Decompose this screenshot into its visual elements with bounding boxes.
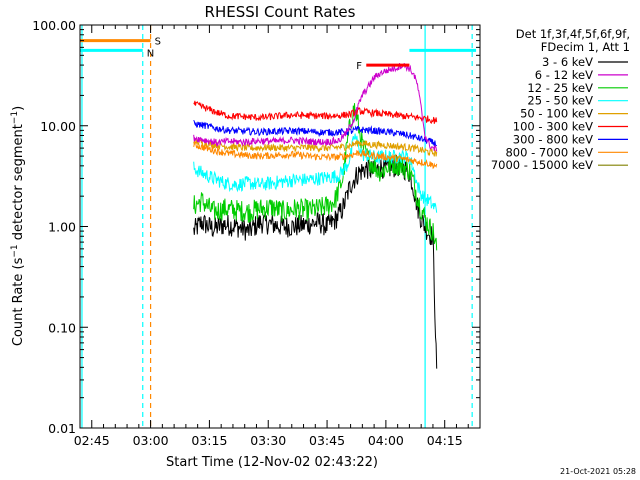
series-line-1 [193,63,438,152]
legend-entry-label: 25 - 50 keV [527,94,593,108]
y-axis: 0.01 0.10 1.00 10.00 100.00 [32,18,480,436]
annotation-label: S [155,37,161,48]
series-layer [193,63,438,369]
legend-entry-label: 3 - 6 keV [542,55,593,69]
legend-entry-label: 100 - 300 keV [513,120,593,134]
x-tick-label: 04:00 [368,433,404,448]
x-tick-label: 04:15 [427,433,463,448]
legend-entry-label: 7000 - 15000 keV [491,158,593,172]
legend-entry-label: 50 - 100 keV [520,107,593,121]
series-line-2 [193,103,438,251]
series-line-0 [193,155,438,369]
legend-entry-label: 300 - 800 keV [513,132,593,146]
series-line-7 [193,140,438,170]
x-axis: 02:45 03:00 03:15 03:30 03:45 04:00 04:15 [74,25,481,448]
legend: Det 1f,3f,4f,5f,6f,9f, FDecim 1, Att 1 3… [491,27,630,172]
x-tick-label: 03:30 [250,433,286,448]
x-tick-label: 02:45 [74,433,110,448]
legend-entry-label: 800 - 7000 keV [505,145,593,159]
y-tick-label: 1.00 [48,220,76,235]
annotation-label: F [356,61,362,72]
y-tick-label: 0.01 [48,421,76,436]
x-tick-label: 03:45 [309,433,345,448]
chart-title: RHESSI Count Rates [205,3,356,21]
annotation-label: N [147,48,154,59]
y-tick-label: 0.10 [48,320,76,335]
annotation-layer: SN F [80,37,477,72]
legend-header-line1: Det 1f,3f,4f,5f,6f,9f, [516,27,630,41]
y-tick-label: 100.00 [32,18,76,33]
legend-entry-label: 6 - 12 keV [535,68,593,82]
legend-entry-label: 12 - 25 keV [527,81,593,95]
x-tick-label: 03:15 [191,433,227,448]
series-line-5 [193,100,438,125]
x-axis-label: Start Time (12-Nov-02 02:43:22) [166,455,378,470]
x-tick-label: 03:00 [133,433,169,448]
legend-header-line2: FDecim 1, Att 1 [541,40,630,54]
generated-timestamp: 21-Oct-2021 05:28 [560,467,636,476]
series-line-4 [193,137,438,157]
series-line-6 [193,119,438,147]
y-axis-label: Count Rate (s−1 detector segment−1) [10,106,26,346]
y-tick-label: 10.00 [40,119,76,134]
